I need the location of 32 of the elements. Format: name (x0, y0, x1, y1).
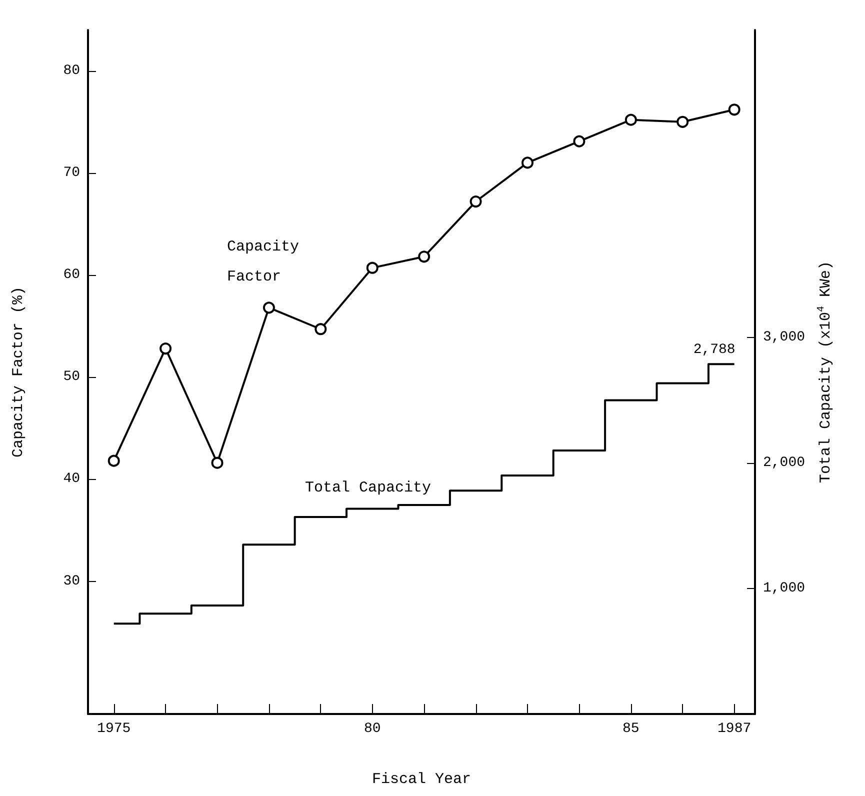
point (314, 323, 327, 336)
y-tick-label: 60 (63, 267, 80, 284)
text: Capacity Factor (227, 238, 308, 286)
x-tick-label: 1975 (97, 721, 131, 737)
series-label: Total Capacity (305, 480, 432, 496)
x-tick-label: 80 (364, 721, 381, 737)
y2-tick-label: 3,000 (763, 329, 806, 346)
point (624, 114, 637, 126)
point (728, 104, 740, 116)
point (160, 342, 172, 355)
point (211, 456, 224, 469)
point (418, 250, 430, 263)
y2-tick-label: 1,000 (763, 580, 806, 596)
y-tick-label: 30 (63, 573, 80, 590)
y2-axis-title: Total Capacity (x104 KWe) (816, 260, 834, 484)
point (573, 135, 586, 148)
x-tick-label: 1987 (718, 721, 752, 737)
data-label: 2,788 (693, 342, 736, 358)
y-tick-label: 50 (63, 369, 80, 386)
y-tick-label: 40 (63, 471, 80, 488)
point (262, 302, 275, 314)
point (676, 116, 689, 128)
y2-tick-label: 2,000 (763, 454, 806, 471)
point (522, 156, 534, 169)
point (108, 454, 120, 467)
x-tick-label: 85 (622, 721, 640, 737)
point (366, 262, 378, 274)
point (470, 196, 482, 208)
y-tick-label: 80 (63, 62, 80, 79)
y-tick-label: 70 (63, 164, 80, 181)
y-axis-title: Capacity Factor (%) (10, 286, 27, 458)
x-axis-title: Fiscal Year (372, 771, 472, 788)
